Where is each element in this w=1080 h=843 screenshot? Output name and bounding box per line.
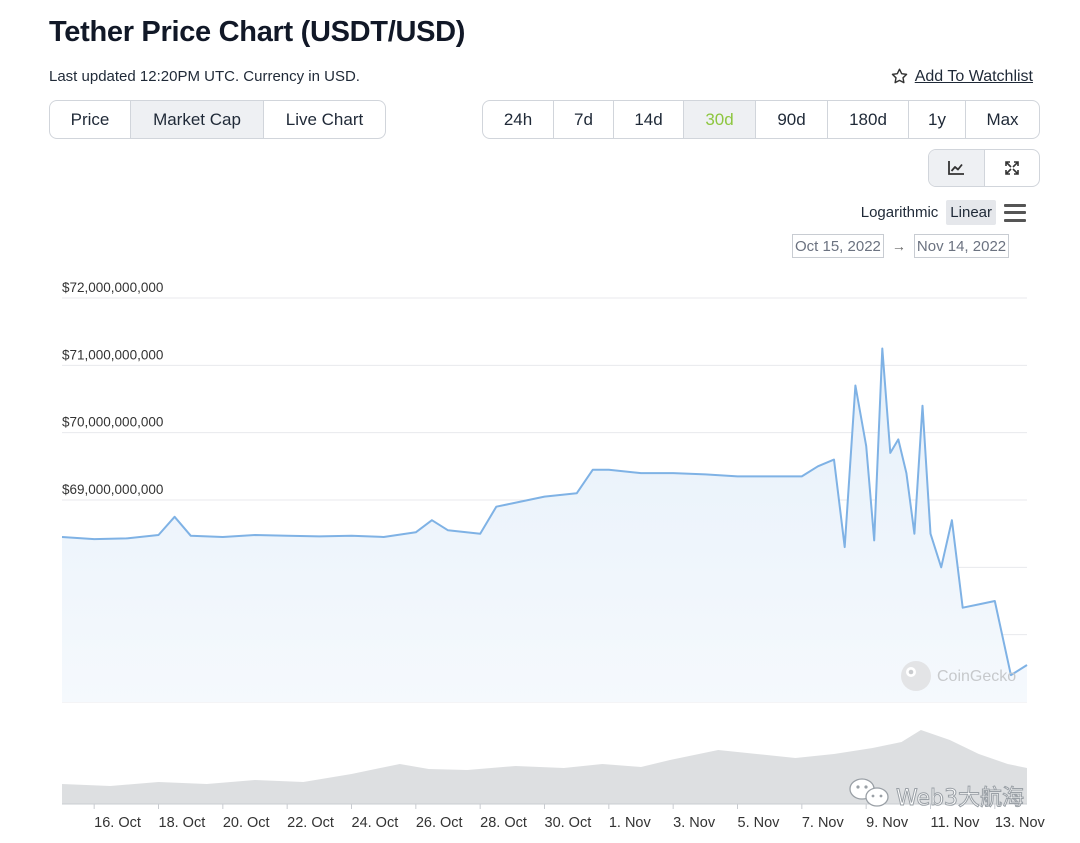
y-tick-label: $70,000,000,000 bbox=[62, 415, 163, 430]
star-icon bbox=[891, 68, 907, 84]
time-range-tabs: 24h 7d 14d 30d 90d 180d 1y Max bbox=[482, 100, 1040, 139]
view-tabs: Price Market Cap Live Chart bbox=[49, 100, 386, 139]
x-tick-label: 20. Oct bbox=[223, 815, 270, 831]
date-range-picker: Oct 15, 2022 → Nov 14, 2022 bbox=[792, 234, 1010, 258]
volume-navigator[interactable] bbox=[62, 730, 1027, 804]
date-from-input[interactable]: Oct 15, 2022 bbox=[792, 234, 884, 258]
market-cap-line bbox=[61, 347, 1028, 677]
coingecko-logo-icon bbox=[901, 661, 931, 691]
arrow-right-icon: → bbox=[891, 238, 906, 254]
line-chart-button[interactable] bbox=[929, 150, 985, 186]
range-180d[interactable]: 180d bbox=[828, 101, 909, 138]
range-7d[interactable]: 7d bbox=[554, 101, 614, 138]
range-30d[interactable]: 30d bbox=[684, 101, 756, 138]
range-14d[interactable]: 14d bbox=[614, 101, 684, 138]
tab-price[interactable]: Price bbox=[50, 101, 131, 138]
x-tick-label: 18. Oct bbox=[159, 815, 206, 831]
range-24h[interactable]: 24h bbox=[483, 101, 554, 138]
y-tick-label: $72,000,000,000 bbox=[62, 280, 163, 295]
x-tick-label: 16. Oct bbox=[94, 815, 141, 831]
range-1y[interactable]: 1y bbox=[909, 101, 966, 138]
wechat-watermark: Web3大航海 bbox=[896, 786, 1024, 811]
expand-icon bbox=[1004, 161, 1019, 175]
range-max[interactable]: Max bbox=[986, 109, 1019, 129]
range-90d[interactable]: 90d bbox=[756, 101, 828, 138]
scale-toggle: Logarithmic Linear bbox=[853, 200, 1026, 225]
market-cap-chart: $72,000,000,000 $71,000,000,000 $70,000,00… bbox=[61, 280, 1046, 831]
x-tick-label: 9. Nov bbox=[866, 815, 909, 831]
x-tick-label: 5. Nov bbox=[738, 815, 781, 831]
x-tick-label: 11. Nov bbox=[931, 815, 981, 831]
x-tick-label: 28. Oct bbox=[480, 815, 527, 831]
watchlist-label: Add To Watchlist bbox=[914, 67, 1033, 85]
y-tick-label: $69,000,000,000 bbox=[62, 482, 163, 497]
wechat-logo-icon bbox=[849, 778, 889, 807]
x-tick-label: 24. Oct bbox=[352, 815, 399, 831]
x-tick-label: 22. Oct bbox=[287, 815, 334, 831]
tab-market-cap[interactable]: Market Cap bbox=[131, 101, 264, 138]
x-tick-label: 7. Nov bbox=[802, 815, 845, 831]
x-tick-label: 13. Nov bbox=[995, 815, 1046, 831]
fullscreen-button[interactable] bbox=[985, 150, 1040, 186]
x-tick-label: 3. Nov bbox=[673, 815, 716, 831]
add-to-watchlist-link[interactable]: Add To Watchlist bbox=[890, 67, 1033, 86]
x-tick-label: 30. Oct bbox=[545, 815, 592, 831]
line-chart-icon bbox=[948, 161, 965, 175]
scale-linear[interactable]: Linear bbox=[946, 200, 996, 225]
chart-type-buttons bbox=[928, 149, 1040, 187]
x-tick-label: 1. Nov bbox=[609, 815, 652, 831]
hamburger-menu-icon[interactable] bbox=[1004, 203, 1026, 222]
x-tick-label: 26. Oct bbox=[416, 815, 463, 831]
coingecko-watermark: CoinGecko bbox=[937, 668, 1016, 685]
market-cap-area bbox=[62, 348, 1027, 702]
page-title: Tether Price Chart (USDT/USD) bbox=[49, 16, 466, 48]
date-to-input[interactable]: Nov 14, 2022 bbox=[913, 234, 1010, 258]
tab-live-chart[interactable]: Live Chart bbox=[285, 109, 364, 129]
scale-logarithmic[interactable]: Logarithmic bbox=[860, 204, 939, 221]
last-updated-text: Last updated 12:20PM UTC. Currency in US… bbox=[49, 68, 360, 85]
y-tick-label: $71,000,000,000 bbox=[62, 347, 163, 362]
